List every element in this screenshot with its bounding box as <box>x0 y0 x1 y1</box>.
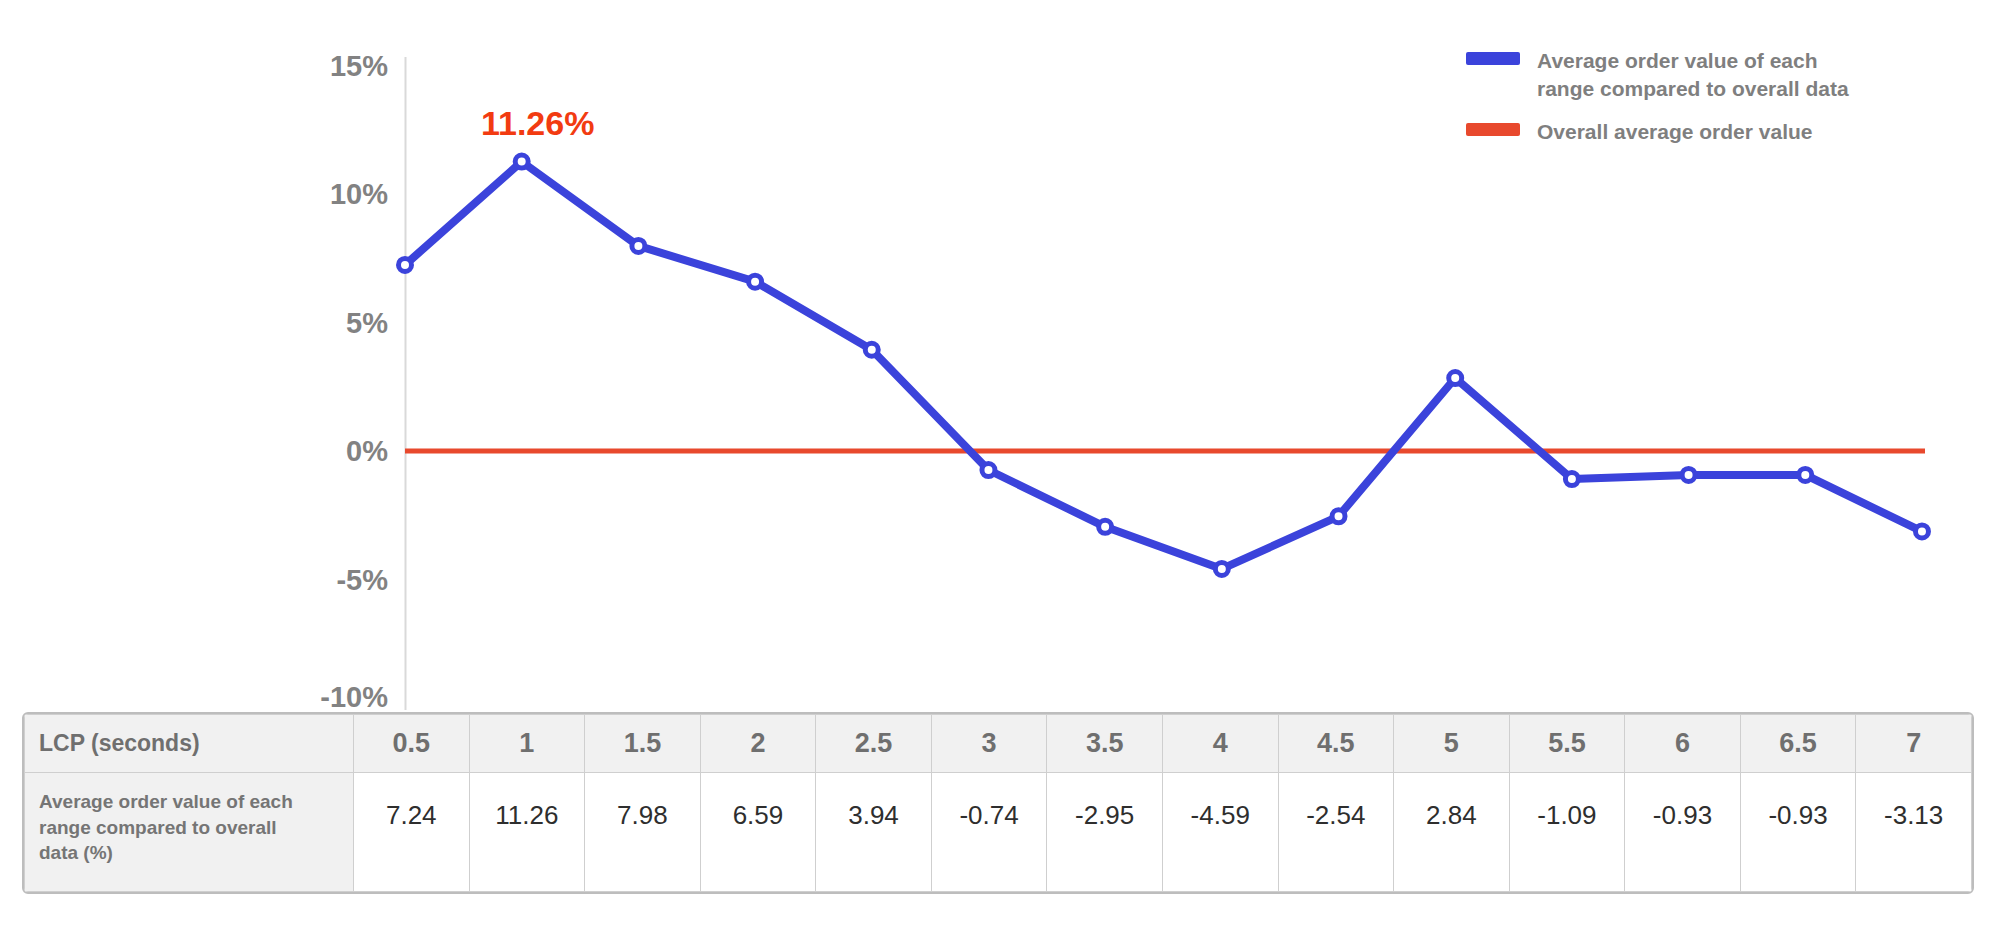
lcp-column-header: 5.5 <box>1509 715 1625 773</box>
legend-label-reference: Overall average order value <box>1537 118 1869 146</box>
lcp-column-header: 2.5 <box>816 715 932 773</box>
data-point-marker <box>1565 473 1578 486</box>
lcp-column-header: 1 <box>469 715 585 773</box>
data-point-marker <box>1682 468 1695 481</box>
series-line <box>405 162 1922 569</box>
data-point-marker <box>632 239 645 252</box>
data-point-marker <box>749 275 762 288</box>
lcp-column-header: 3.5 <box>1047 715 1163 773</box>
y-axis-tick-label: 15% <box>330 50 388 82</box>
data-point-marker <box>399 258 412 271</box>
lcp-column-header: 4.5 <box>1278 715 1394 773</box>
legend-item-reference: Overall average order value <box>1466 118 1869 146</box>
table-header-label: LCP (seconds) <box>25 715 354 773</box>
value-cell: -4.59 <box>1162 773 1278 892</box>
data-point-marker <box>865 343 878 356</box>
value-cell: 7.24 <box>354 773 470 892</box>
value-cell: -3.13 <box>1856 773 1972 892</box>
y-axis-tick-label: -5% <box>336 564 388 596</box>
data-point-marker <box>1215 562 1228 575</box>
value-cell: -2.95 <box>1047 773 1163 892</box>
lcp-column-header: 6.5 <box>1740 715 1856 773</box>
data-point-marker <box>1332 510 1345 523</box>
y-axis-tick-label: 5% <box>346 307 388 339</box>
value-cell: -2.54 <box>1278 773 1394 892</box>
lcp-column-header: 1.5 <box>585 715 701 773</box>
lcp-column-header: 5 <box>1394 715 1510 773</box>
table-value-row: Average order value of each range compar… <box>25 773 1972 892</box>
data-point-marker <box>515 155 528 168</box>
legend: Average order value of each range compar… <box>1466 47 1869 146</box>
data-point-marker <box>1449 372 1462 385</box>
legend-label-series: Average order value of each range compar… <box>1537 47 1869 103</box>
chart-with-table: 15% 10% 5% 0% -5% -10% 11.26% Average order va… <box>0 0 2000 940</box>
legend-item-series: Average order value of each range compar… <box>1466 47 1869 103</box>
value-cell: 7.98 <box>585 773 701 892</box>
lcp-column-header: 2 <box>700 715 816 773</box>
lcp-column-header: 3 <box>931 715 1047 773</box>
value-cell: 3.94 <box>816 773 932 892</box>
table-row-label: Average order value of each range compar… <box>25 773 354 892</box>
y-axis-tick-label: 0% <box>346 435 388 467</box>
value-cell: -1.09 <box>1509 773 1625 892</box>
data-point-marker <box>982 464 995 477</box>
legend-swatch-reference-line <box>1466 123 1520 136</box>
value-cell: 2.84 <box>1394 773 1510 892</box>
y-axis-tick-label: 10% <box>330 178 388 210</box>
peak-annotation-label: 11.26% <box>481 104 594 142</box>
data-point-marker <box>1099 520 1112 533</box>
data-table: LCP (seconds) 0.511.522.533.544.555.566.… <box>24 714 1972 892</box>
lcp-column-header: 4 <box>1162 715 1278 773</box>
data-table-wrap: LCP (seconds) 0.511.522.533.544.555.566.… <box>22 712 1974 894</box>
legend-swatch-series-line <box>1466 52 1520 65</box>
data-point-marker <box>1799 468 1812 481</box>
value-cell: -0.93 <box>1740 773 1856 892</box>
y-axis-tick-label: -10% <box>320 681 388 712</box>
value-cell: -0.93 <box>1625 773 1741 892</box>
value-cell: 11.26 <box>469 773 585 892</box>
lcp-column-header: 7 <box>1856 715 1972 773</box>
table-header-row: LCP (seconds) 0.511.522.533.544.555.566.… <box>25 715 1972 773</box>
lcp-column-header: 0.5 <box>354 715 470 773</box>
data-point-marker <box>1915 525 1928 538</box>
value-cell: -0.74 <box>931 773 1047 892</box>
lcp-column-header: 6 <box>1625 715 1741 773</box>
value-cell: 6.59 <box>700 773 816 892</box>
